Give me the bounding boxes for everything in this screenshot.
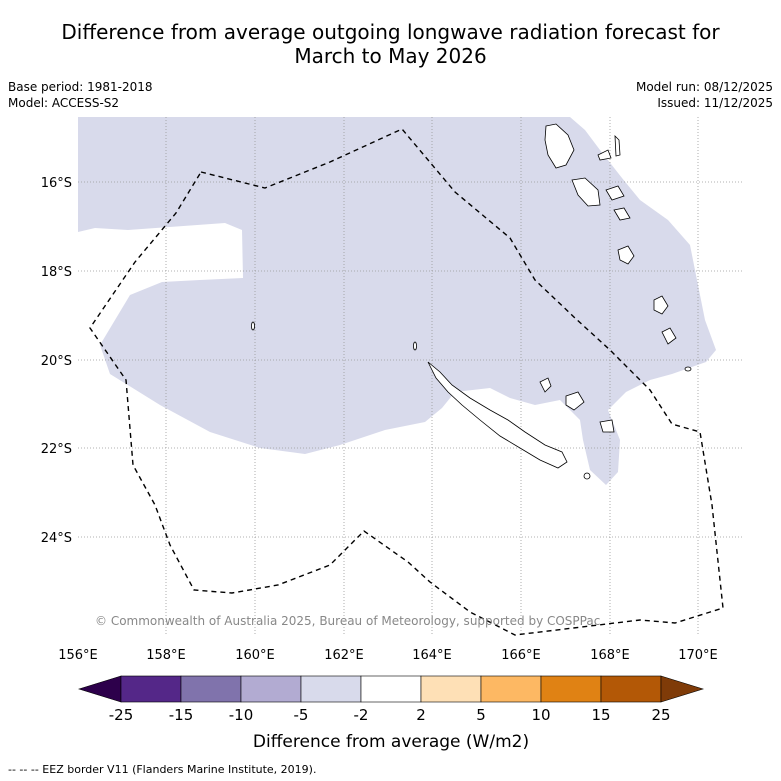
lon-label: 164°E <box>412 648 452 663</box>
lat-label: 18°S <box>41 265 72 280</box>
base-period: Base period: 1981-2018 <box>8 80 153 94</box>
lon-label: 166°E <box>501 648 541 663</box>
model-run: Model run: 08/12/2025 <box>635 80 773 94</box>
colorbar-tick: 15 <box>591 706 610 724</box>
copyright-text: © Commonwealth of Australia 2025, Bureau… <box>95 614 600 628</box>
colorbar-swatch <box>240 675 302 703</box>
map-title: Difference from average outgoing longwav… <box>0 20 781 68</box>
colorbar-swatch <box>360 675 422 703</box>
colorbar-tick: 10 <box>531 706 550 724</box>
title-line-1: Difference from average outgoing longwav… <box>61 20 720 44</box>
colorbar-swatch <box>540 675 602 703</box>
vanuatu-island-5 <box>613 207 631 221</box>
colorbar-swatch <box>480 675 542 703</box>
vanuatu-island-3 <box>571 177 601 207</box>
issued-date: Issued: 11/12/2025 <box>657 96 773 110</box>
title-line-2: March to May 2026 <box>294 44 487 68</box>
colorbar-tick: -10 <box>229 706 254 724</box>
colorbar-swatch <box>180 675 242 703</box>
lat-label: 20°S <box>41 354 72 369</box>
lat-label: 22°S <box>41 442 72 457</box>
vanuatu-island-7 <box>653 295 669 315</box>
lon-label: 168°E <box>590 648 630 663</box>
coastlines <box>251 123 692 480</box>
new-caledonia-island <box>427 361 568 469</box>
lon-label: 156°E <box>58 648 98 663</box>
loyalty-island-1 <box>539 377 552 393</box>
small-island-1 <box>684 366 692 372</box>
lat-label: 16°S <box>41 176 72 191</box>
loyalty-island-3 <box>599 419 615 433</box>
anomaly-region <box>78 117 716 485</box>
colorbar-ticks: -25 -15 -10 -5 -2 2 5 10 15 25 <box>109 706 671 724</box>
colorbar-tick: -5 <box>294 706 309 724</box>
small-island-3 <box>251 321 255 331</box>
meta-left: Base period: 1981-2018 Model: ACCESS-S2 <box>8 79 153 111</box>
vanuatu-island-1 <box>597 149 612 161</box>
colorbar-tick: -15 <box>169 706 194 724</box>
colorbar-swatch <box>120 675 182 703</box>
colorbar-tick: 5 <box>476 706 486 724</box>
lon-label: 170°E <box>678 648 718 663</box>
espiritu-santo-island <box>544 123 575 169</box>
colorbar-swatch <box>600 675 662 703</box>
colorbar-swatch <box>300 675 362 703</box>
lon-label: 160°E <box>235 648 275 663</box>
colorbar-swatch <box>420 675 482 703</box>
lon-label: 158°E <box>146 648 186 663</box>
colorbar-title: Difference from average (W/m2) <box>253 732 529 752</box>
model-name: Model: ACCESS-S2 <box>8 96 120 110</box>
lon-label: 162°E <box>324 648 364 663</box>
lon-labels: 156°E 158°E 160°E 162°E 164°E 166°E 168°… <box>58 648 718 663</box>
lat-label: 24°S <box>41 531 72 546</box>
eez-border <box>89 128 724 636</box>
colorbar-tick: 25 <box>651 706 670 724</box>
small-island-2 <box>583 472 591 480</box>
colorbar-tick: -25 <box>109 706 134 724</box>
colorbar <box>77 675 705 703</box>
lat-labels: 16°S 18°S 20°S 22°S 24°S <box>41 176 72 546</box>
vanuatu-island-6 <box>617 245 635 265</box>
small-island-4 <box>413 341 417 351</box>
vanuatu-island-2 <box>614 134 621 157</box>
colorbar-tick: -2 <box>354 706 369 724</box>
loyalty-island-2 <box>565 391 585 411</box>
gridlines <box>78 117 743 635</box>
colorbar-tick: 2 <box>416 706 426 724</box>
footnote: -- -- -- EEZ border V11 (Flanders Marine… <box>8 763 317 776</box>
vanuatu-island-4 <box>605 185 625 201</box>
colorbar-arrow-high <box>660 675 705 703</box>
colorbar-arrow-low <box>77 675 122 703</box>
vanuatu-island-8 <box>661 327 677 345</box>
meta-right: Model run: 08/12/2025 Issued: 11/12/2025 <box>636 79 773 111</box>
